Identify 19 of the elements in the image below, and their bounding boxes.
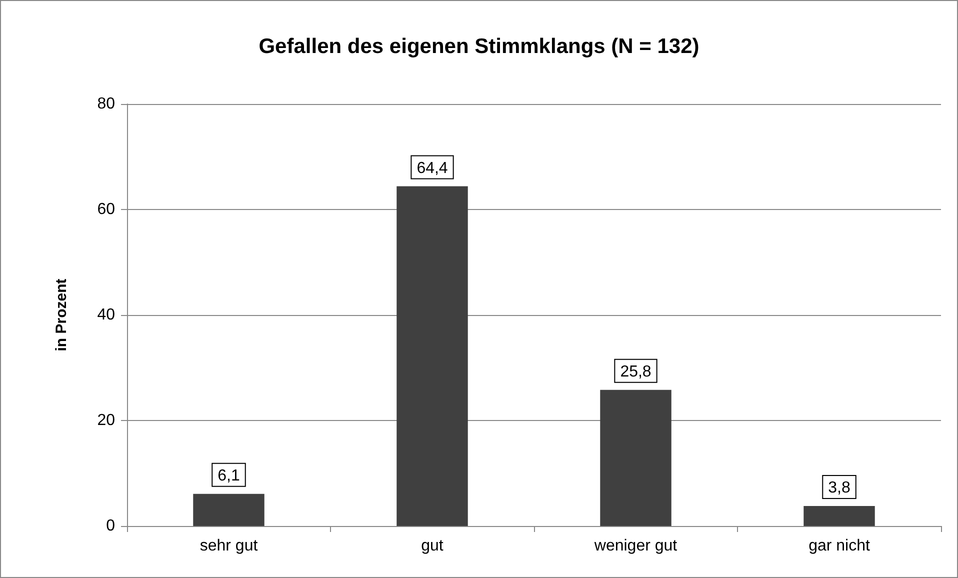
bar xyxy=(396,186,468,526)
x-tick-label: weniger gut xyxy=(593,538,678,554)
y-tick-label: 20 xyxy=(97,412,116,429)
chart-title: Gefallen des eigenen Stimmklangs (N = 132) xyxy=(258,35,700,58)
x-tick-label: gar nicht xyxy=(808,538,870,554)
y-tick-label: 60 xyxy=(97,201,116,218)
y-tick-label: 80 xyxy=(97,96,116,112)
data-label: 3,8 xyxy=(828,479,850,496)
data-label: 6,1 xyxy=(218,467,240,484)
data-label: 64,4 xyxy=(416,160,448,177)
x-tick-label: sehr gut xyxy=(200,538,258,554)
bar xyxy=(804,506,875,526)
x-tick-label: gut xyxy=(421,538,444,554)
y-axis-title: in Prozent xyxy=(53,278,70,352)
bar xyxy=(600,390,672,526)
bar xyxy=(193,494,264,526)
y-tick-label: 40 xyxy=(97,306,116,324)
y-tick-label: 0 xyxy=(106,518,116,534)
data-label: 25,8 xyxy=(620,363,652,380)
